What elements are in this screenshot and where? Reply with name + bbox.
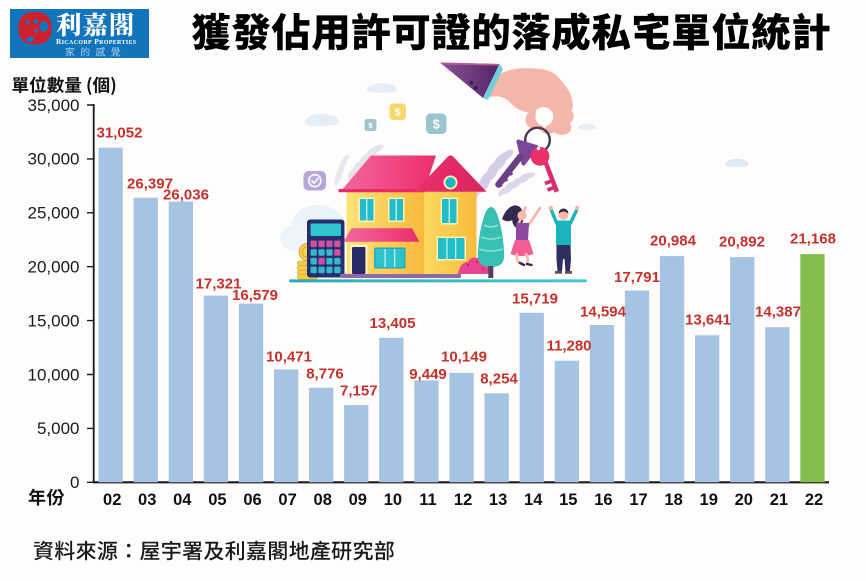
- svg-text:07: 07: [278, 491, 296, 509]
- svg-text:20,984: 20,984: [650, 233, 697, 250]
- svg-text:06: 06: [243, 491, 261, 509]
- svg-text:05: 05: [208, 491, 226, 509]
- svg-text:10,149: 10,149: [441, 349, 487, 366]
- svg-text:16: 16: [594, 491, 612, 509]
- svg-text:15,719: 15,719: [512, 291, 558, 308]
- svg-text:11: 11: [419, 491, 436, 509]
- svg-text:26,397: 26,397: [127, 176, 173, 193]
- svg-text:21: 21: [770, 491, 788, 509]
- svg-text:22: 22: [805, 491, 823, 509]
- svg-text:35,000: 35,000: [28, 96, 80, 115]
- svg-text:0: 0: [70, 473, 79, 492]
- svg-text:17,321: 17,321: [196, 276, 242, 293]
- svg-text:10,471: 10,471: [266, 349, 312, 366]
- svg-text:30,000: 30,000: [28, 150, 80, 169]
- svg-text:9,449: 9,449: [409, 366, 447, 383]
- svg-text:13,405: 13,405: [370, 315, 416, 332]
- svg-text:17: 17: [629, 491, 647, 509]
- svg-text:16,579: 16,579: [232, 287, 278, 304]
- svg-text:10: 10: [384, 491, 402, 509]
- svg-text:5,000: 5,000: [37, 419, 80, 438]
- svg-text:25,000: 25,000: [28, 204, 80, 223]
- svg-text:14,387: 14,387: [755, 304, 801, 321]
- svg-text:02: 02: [103, 491, 121, 509]
- svg-text:$: $: [395, 108, 401, 119]
- svg-text:03: 03: [138, 491, 156, 509]
- svg-text:15,000: 15,000: [28, 311, 80, 330]
- svg-text:19: 19: [700, 491, 718, 509]
- svg-text:8,776: 8,776: [306, 366, 344, 383]
- svg-text:8,254: 8,254: [480, 371, 518, 388]
- svg-text:11,280: 11,280: [546, 338, 591, 355]
- svg-text:08: 08: [314, 491, 332, 509]
- svg-text:31,052: 31,052: [97, 125, 143, 142]
- svg-text:RICACORP PROPERTIES: RICACORP PROPERTIES: [56, 37, 137, 46]
- svg-text:09: 09: [349, 491, 367, 509]
- svg-text:$: $: [433, 117, 440, 132]
- svg-text:26,036: 26,036: [163, 187, 209, 204]
- svg-text:13,641: 13,641: [685, 312, 731, 329]
- svg-text:14: 14: [524, 491, 543, 509]
- svg-text:$: $: [368, 121, 373, 130]
- svg-text:20,000: 20,000: [28, 258, 80, 277]
- svg-text:20,892: 20,892: [719, 234, 765, 251]
- svg-text:10,000: 10,000: [28, 365, 80, 384]
- svg-text:13: 13: [489, 491, 507, 509]
- svg-text:04: 04: [173, 491, 192, 509]
- svg-text:15: 15: [559, 491, 577, 509]
- svg-text:20: 20: [735, 491, 753, 509]
- svg-text:17,791: 17,791: [614, 269, 660, 286]
- svg-text:14,594: 14,594: [580, 304, 627, 321]
- svg-text:12: 12: [454, 491, 472, 509]
- svg-text:21,168: 21,168: [790, 231, 836, 248]
- svg-text:18: 18: [664, 491, 682, 509]
- svg-text:7,157: 7,157: [340, 383, 378, 400]
